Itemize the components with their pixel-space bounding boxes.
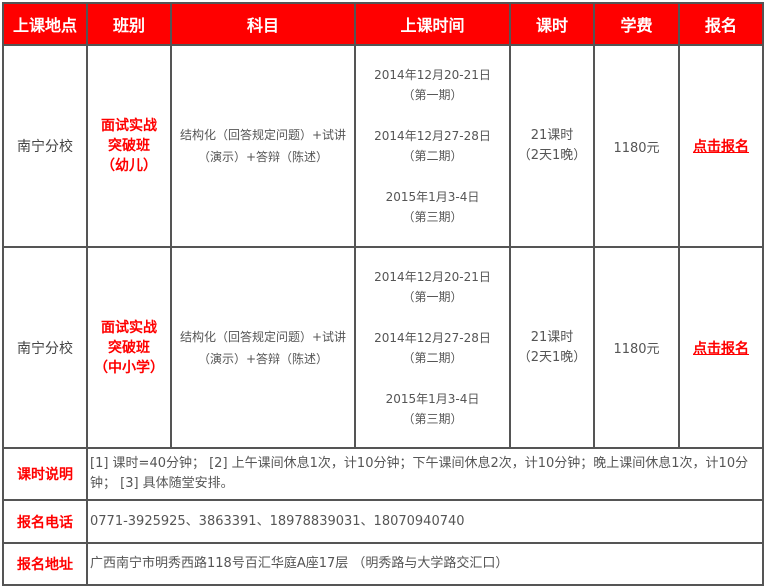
session-period: （第三期） — [402, 411, 463, 426]
session-date: 2015年1月3-4日 — [385, 391, 480, 406]
header-row: 上课地点 班别 科目 上课时间 课时 学费 报名 — [2, 2, 764, 46]
subject-cell: 结构化（回答规定问题）+试讲（演示）+答辩（陈述） — [170, 246, 356, 449]
header-signup: 报名 — [678, 2, 764, 46]
session-date: 2014年12月20-21日 — [374, 68, 491, 82]
class-name-line: 面试实战 — [101, 319, 157, 336]
signup-cell: 点击报名 — [678, 246, 764, 449]
address-row: 报名地址 广西南宁市明秀西路118号百汇华庭A座17层 （明秀路与大学路交汇口） — [2, 542, 764, 586]
class-name-line: 突破班 — [108, 138, 150, 154]
table-row: 南宁分校 面试实战 突破班 （中小学） 结构化（回答规定问题）+试讲（演示）+答… — [2, 246, 764, 449]
schedule-cell: 2014年12月20-21日 （第一期） 2014年12月27-28日 （第二期… — [354, 246, 511, 449]
location-cell: 南宁分校 — [2, 44, 88, 248]
hours-value: 21课时 — [530, 128, 574, 143]
address-label: 报名地址 — [2, 542, 88, 586]
hours-note-row: 课时说明 [1] 课时=40分钟； [2] 上午课间休息1次，计10分钟；下午课… — [2, 447, 764, 501]
hours-note-label: 课时说明 — [2, 447, 88, 501]
table-row: 南宁分校 面试实战 突破班 （幼儿） 结构化（回答规定问题）+试讲（演示）+答辩… — [2, 44, 764, 248]
hours-detail: （2天1晚） — [517, 349, 587, 365]
header-hours: 课时 — [509, 2, 595, 46]
class-name-line: 突破班 — [108, 339, 150, 356]
session-date: 2014年12月20-21日 — [374, 269, 491, 284]
session-date: 2014年12月27-28日 — [374, 330, 491, 345]
hours-cell: 21课时 （2天1晚） — [509, 44, 595, 248]
phone-text: 0771-3925925、3863391、18978839031、1807094… — [86, 499, 764, 544]
session-date: 2014年12月27-28日 — [374, 129, 491, 143]
session-period: （第三期） — [402, 210, 463, 224]
subject-cell: 结构化（回答规定问题）+试讲（演示）+答辩（陈述） — [170, 44, 356, 248]
phone-label: 报名电话 — [2, 499, 88, 544]
location-cell: 南宁分校 — [2, 246, 88, 449]
session-period: （第二期） — [402, 149, 463, 163]
address-text: 广西南宁市明秀西路118号百汇华庭A座17层 （明秀路与大学路交汇口） — [86, 542, 764, 586]
hours-note-text: [1] 课时=40分钟； [2] 上午课间休息1次，计10分钟；下午课间休息2次… — [86, 447, 764, 501]
phone-row: 报名电话 0771-3925925、3863391、18978839031、18… — [2, 499, 764, 544]
header-fee: 学费 — [593, 2, 680, 46]
session-period: （第一期） — [402, 289, 463, 304]
header-class: 班别 — [86, 2, 172, 46]
header-location: 上课地点 — [2, 2, 88, 46]
class-name-line: （幼儿） — [101, 158, 157, 174]
fee-cell: 1180元 — [593, 44, 680, 248]
hours-detail: （2天1晚） — [517, 148, 587, 163]
schedule-cell: 2014年12月20-21日 （第一期） 2014年12月27-28日 （第二期… — [354, 44, 511, 248]
signup-cell: 点击报名 — [678, 44, 764, 248]
class-name-line: 面试实战 — [101, 118, 157, 134]
class-cell: 面试实战 突破班 （幼儿） — [86, 44, 172, 248]
session-period: （第二期） — [402, 350, 463, 365]
header-subject: 科目 — [170, 2, 356, 46]
header-time: 上课时间 — [354, 2, 511, 46]
hours-value: 21课时 — [530, 329, 574, 345]
session-period: （第一期） — [402, 88, 463, 102]
class-cell: 面试实战 突破班 （中小学） — [86, 246, 172, 449]
class-name-line: （中小学） — [94, 359, 164, 376]
hours-cell: 21课时 （2天1晚） — [509, 246, 595, 449]
signup-link[interactable]: 点击报名 — [693, 340, 749, 357]
signup-link[interactable]: 点击报名 — [693, 139, 749, 155]
fee-cell: 1180元 — [593, 246, 680, 449]
session-date: 2015年1月3-4日 — [385, 190, 480, 204]
